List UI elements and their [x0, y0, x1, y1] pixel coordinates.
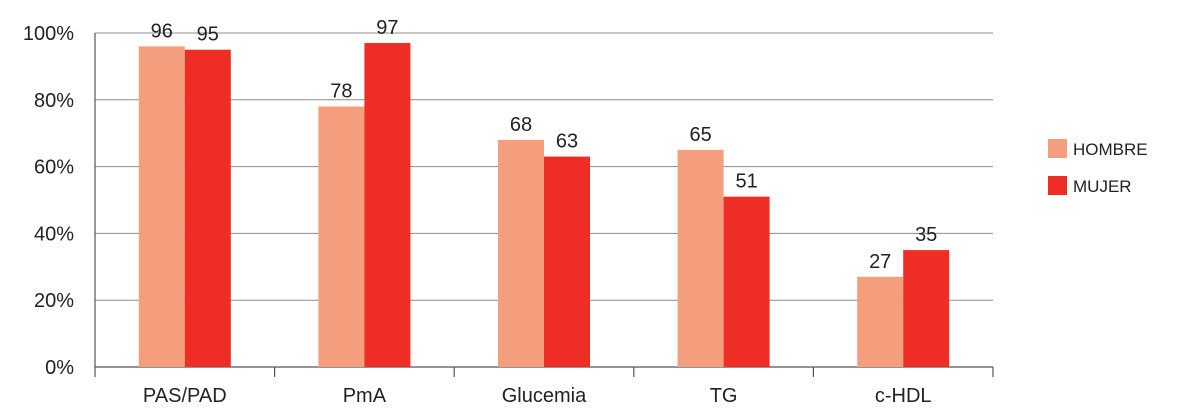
data-label: 63: [556, 131, 578, 153]
x-tick-label: Glucemia: [502, 385, 587, 407]
y-tick-label: 80%: [34, 90, 74, 112]
x-tick-label: c-HDL: [875, 385, 932, 407]
bar-mujer-1: [364, 43, 411, 368]
x-tick-label: TG: [710, 385, 738, 407]
data-labels: 96 95 78 97 68 63 65 51 27 35: [151, 17, 938, 273]
data-label: 78: [330, 80, 352, 102]
x-tick-label: PAS/PAD: [143, 385, 227, 407]
y-tick-label: 0%: [45, 357, 74, 379]
data-label: 96: [151, 20, 173, 42]
y-tick-label: 60%: [34, 157, 74, 179]
data-label: 65: [689, 124, 711, 146]
data-label: 97: [376, 17, 398, 39]
bars: [138, 43, 950, 368]
bar-hombre-3: [677, 149, 724, 367]
bar-mujer-3: [723, 196, 770, 367]
bar-hombre-1: [318, 106, 365, 367]
data-label: 95: [197, 24, 219, 46]
data-label: 51: [735, 171, 757, 193]
data-label: 35: [915, 224, 937, 246]
legend-label: HOMBRE: [1073, 140, 1148, 159]
bar-hombre-0: [138, 46, 185, 368]
data-label: 68: [510, 114, 532, 136]
bar-mujer-0: [184, 49, 231, 367]
y-tick-label: 40%: [34, 223, 74, 245]
legend: HOMBRE MUJER: [1048, 139, 1148, 196]
y-tick-label: 20%: [34, 290, 74, 312]
bar-hombre-4: [857, 276, 904, 367]
legend-swatch-hombre: [1048, 139, 1067, 158]
bar-mujer-4: [903, 250, 950, 367]
data-label: 27: [869, 251, 891, 273]
legend-label: MUJER: [1073, 177, 1132, 196]
bar-hombre-2: [498, 139, 544, 367]
legend-swatch-mujer: [1048, 176, 1067, 195]
x-tick-label: PmA: [343, 385, 387, 407]
bar-mujer-2: [544, 156, 590, 367]
y-tick-label: 100%: [23, 23, 74, 45]
